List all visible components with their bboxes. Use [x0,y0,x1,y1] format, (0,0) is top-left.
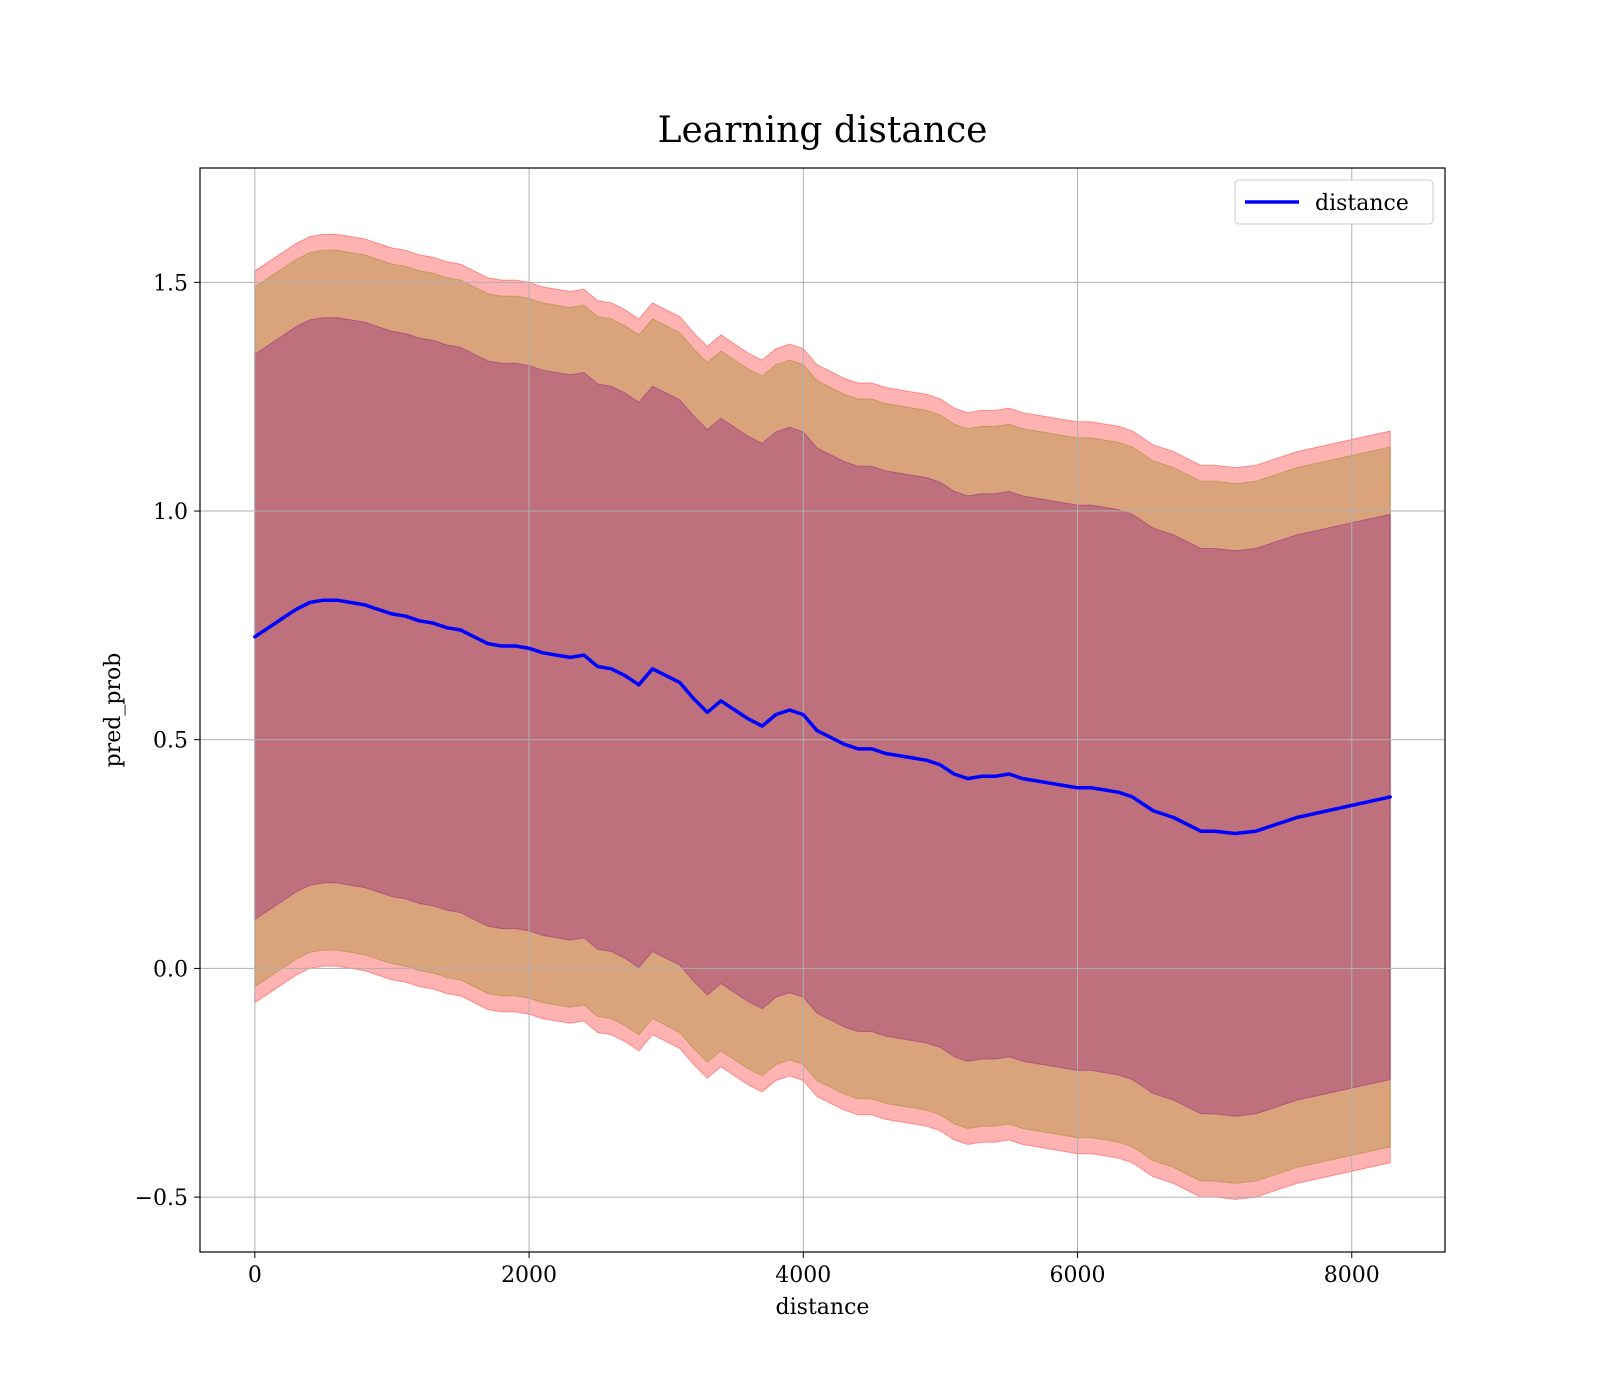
chart-title: Learning distance [658,110,988,151]
band-1 [254,233,1391,1200]
series-lines [253,598,1392,836]
plot-frame [199,167,1446,1253]
y-tick-label: 0.0 [153,957,188,982]
x-ticks: 0 2000 4000 6000 8000 [248,1252,1380,1288]
band-2 [254,249,1391,1184]
legend-box [1234,179,1434,225]
x-axis-label: distance [776,1295,870,1320]
y-tick-label: −0.5 [135,1186,188,1211]
x-tick-label: 6000 [1050,1263,1106,1288]
y-axis-label: pred_prob [101,653,126,768]
y-tick-label: 1.5 [153,271,188,296]
y-tick-label: 0.5 [153,729,188,754]
y-tick-label: 1.0 [153,500,188,525]
y-ticks: −0.5 0.0 0.5 1.0 1.5 [135,271,200,1211]
x-tick-label: 8000 [1324,1263,1380,1288]
x-tick-label: 2000 [501,1263,557,1288]
series-line-distance [253,598,1392,836]
confidence-bands [254,233,1391,1200]
legend: distance [1234,179,1434,225]
x-tick-label: 0 [248,1263,262,1288]
legend-label-distance: distance [1315,191,1409,216]
band-3 [254,317,1391,1117]
x-tick-label: 4000 [775,1263,831,1288]
grid [200,168,1445,1252]
